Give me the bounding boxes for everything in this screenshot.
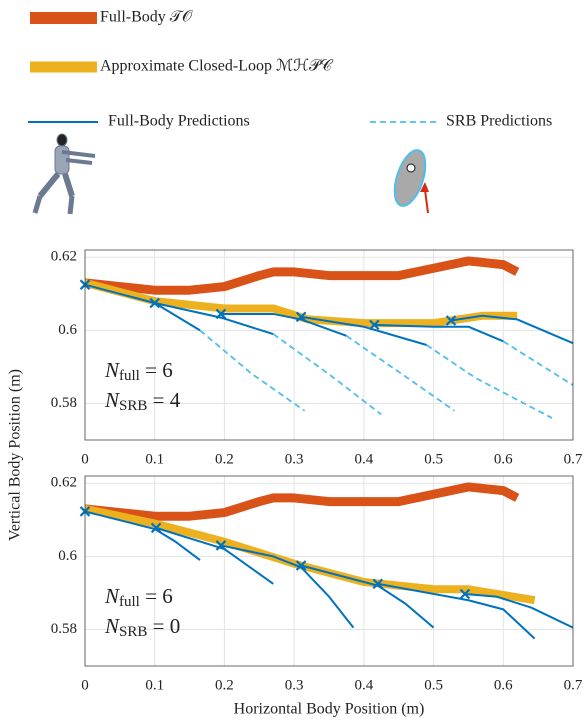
series-line — [84, 256, 520, 295]
annotation-part: SRB — [119, 624, 147, 640]
knot-marker — [215, 308, 227, 320]
y-axis-label: Vertical Body Position (m) — [7, 369, 24, 541]
annotation-part: N — [104, 584, 120, 608]
x-tick-label: 0.5 — [424, 677, 443, 693]
legend-label: SRB Predictions — [446, 113, 552, 130]
x-tick-label: 0.2 — [215, 677, 234, 693]
prediction-line — [300, 564, 435, 629]
prediction-line — [502, 340, 574, 386]
y-tick-label: 0.62 — [51, 249, 77, 265]
x-tick-label: 0.3 — [285, 451, 304, 467]
annotation: Nfull = 6 — [104, 584, 173, 611]
annotation-part: full — [119, 368, 140, 384]
x-tick-label: 0.7 — [564, 451, 583, 467]
prediction-line — [272, 333, 382, 416]
series-line — [84, 482, 520, 521]
knot-marker — [369, 319, 380, 331]
y-tick-label: 0.62 — [51, 475, 77, 491]
annotation-part: N — [104, 614, 120, 638]
x-tick-label: 0 — [81, 677, 89, 693]
annotation-part: = 6 — [140, 584, 173, 608]
x-tick-label: 0.1 — [145, 451, 164, 467]
x-tick-label: 0.4 — [354, 677, 373, 693]
prediction-line — [220, 544, 355, 629]
annotation-part: = 6 — [140, 358, 173, 382]
annotation: NSRB = 4 — [104, 388, 181, 415]
x-tick-label: 0.6 — [494, 451, 513, 467]
knot-marker — [459, 588, 471, 600]
annotation: NSRB = 0 — [104, 614, 180, 641]
legend-label: Full-Body Predictions — [108, 113, 250, 130]
plot-area — [85, 250, 573, 440]
y-tick-label: 0.6 — [58, 548, 77, 564]
x-tick-label: 0.3 — [285, 677, 304, 693]
prediction-line — [220, 312, 347, 337]
prediction-line — [300, 315, 427, 346]
prediction-line — [154, 302, 274, 335]
annotation-part: full — [119, 594, 140, 610]
prediction-line — [345, 335, 456, 412]
annotation-part: SRB — [119, 398, 147, 414]
knot-marker — [150, 522, 162, 534]
knot-marker — [149, 297, 160, 309]
x-tick-label: 0.7 — [564, 677, 583, 693]
prediction-line — [450, 314, 574, 345]
prediction-line — [377, 582, 536, 640]
y-tick-label: 0.6 — [58, 322, 77, 338]
annotation-part: N — [104, 358, 120, 382]
annotation: Nfull = 6 — [104, 358, 173, 385]
axes-frame — [84, 475, 574, 667]
prediction-line — [199, 329, 306, 412]
legend-label: Approximate Closed-Loop ℳℋ𝒫𝒞 — [100, 58, 333, 75]
x-tick-label: 0.1 — [145, 677, 164, 693]
x-tick-label: 0.4 — [354, 451, 373, 467]
humanoid-icon — [32, 133, 96, 215]
knot-marker — [295, 560, 307, 571]
knot-marker — [445, 315, 457, 326]
annotation-part: N — [104, 388, 120, 412]
x-tick-label: 0.2 — [215, 451, 234, 467]
annotation-part: = 4 — [147, 388, 180, 412]
prediction-line — [464, 593, 574, 629]
y-tick-label: 0.58 — [51, 395, 77, 411]
x-tick-label: 0.6 — [494, 677, 513, 693]
x-tick-label: 0 — [81, 451, 89, 467]
x-tick-label: 0.5 — [424, 451, 443, 467]
prediction-line — [84, 510, 201, 561]
annotation-part: = 0 — [147, 614, 180, 638]
legend-label: Full-Body 𝒯𝒪 — [100, 9, 193, 26]
x-axis-label: Horizontal Body Position (m) — [234, 701, 425, 718]
knot-marker — [215, 540, 227, 551]
prediction-line — [374, 323, 504, 343]
knot-marker — [372, 578, 384, 590]
knot-marker — [295, 311, 307, 323]
srb-icon — [393, 149, 429, 214]
y-tick-label: 0.58 — [51, 621, 77, 637]
axes-frame — [84, 249, 574, 441]
